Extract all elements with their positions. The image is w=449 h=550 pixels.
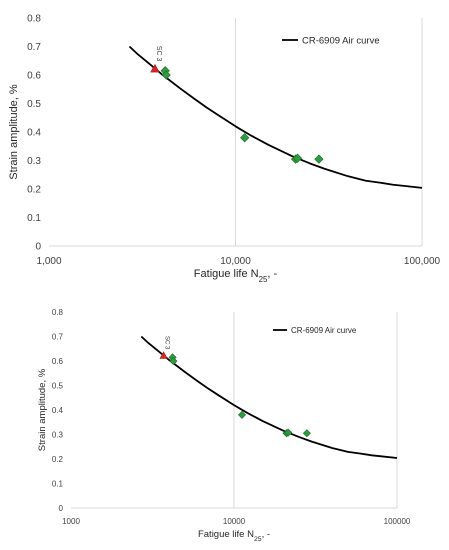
data-point-diamond [292,153,303,163]
air-curve-line [128,45,423,189]
legend-label: CR-6909 Air curve [291,326,357,335]
data-point-diamond [314,154,324,164]
x-tick-label: 100000 [384,517,411,526]
y-tick-label: 0.7 [52,332,64,341]
y-tick-label: 0.2 [52,455,64,464]
x-tick-label: 100,000 [404,256,441,267]
y-tick-label: 0 [35,242,41,253]
data-point-diamond [240,133,250,143]
x-axis-title: Fatigue life N25, - [198,529,270,543]
y-tick-label: 0.6 [52,357,64,366]
y-tick-label: 0.1 [52,479,64,488]
chart-1: 0 0.1 0.2 0.3 0.4 0.5 0.6 0.7 0.8 1,000 10,000 100,… [8,14,441,284]
y-tick-label: 0 [59,504,64,513]
x-tick-label: 10,000 [220,256,251,267]
annotation-label: SC 3 [164,336,170,350]
y-tick-label: 0.8 [52,308,64,317]
y-tick-label: 0.4 [52,406,64,415]
legend-label: CR-6909 Air curve [302,35,380,46]
y-axis-title: Strain amplitude, % [37,368,48,451]
annotation-label: SC 3 [155,46,162,62]
y-tick-label: 0.4 [27,128,41,139]
y-tick-label: 0.8 [27,14,41,25]
x-tick-label: 1,000 [36,256,61,267]
data-point-triangle [150,63,160,73]
x-tick-label: 10000 [223,517,246,526]
chart-2: 0 0.1 0.2 0.3 0.4 0.5 0.6 0.7 0.8 1000 10000 100000… [37,308,411,543]
y-tick-label: 0.6 [27,71,41,82]
data-point-diamond [284,428,293,437]
y-tick-label: 0.1 [27,213,41,224]
data-point-diamond [161,70,171,80]
y-axis-title: Strain amplitude, % [8,84,20,180]
y-tick-label: 0.5 [27,99,41,110]
y-tick-label: 0.7 [27,42,41,53]
y-tick-label: 0.5 [52,381,64,390]
x-axis-title: Fatigue life N25, - [194,268,278,284]
data-point-diamond [237,410,247,419]
data-point-diamond [302,429,311,438]
y-tick-label: 0.3 [52,430,64,439]
y-tick-label: 0.2 [27,185,41,196]
y-tick-label: 0.3 [27,156,41,167]
air-curve-line [140,335,398,459]
data-point-diamond [169,356,178,366]
data-point-triangle [159,351,168,359]
x-tick-label: 1000 [62,517,80,526]
